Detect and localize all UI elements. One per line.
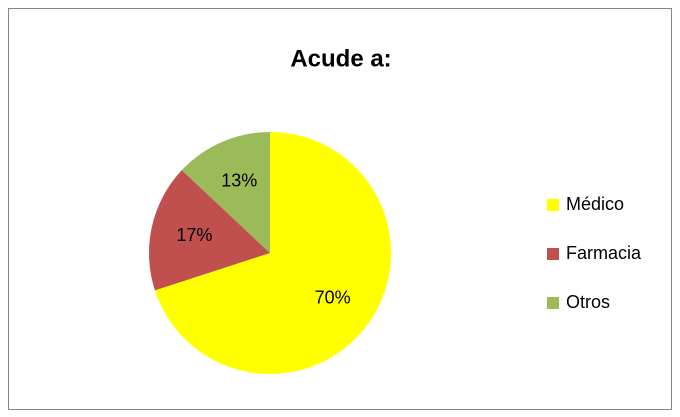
- data-label: 13%: [221, 171, 257, 191]
- pie-slice: [154, 132, 391, 374]
- legend-swatch: [547, 248, 559, 260]
- legend-label: Farmacia: [566, 243, 642, 263]
- pie-slice: [149, 170, 270, 291]
- pie-slice: [181, 132, 270, 253]
- legend-label: Otros: [566, 292, 610, 312]
- chart-title: Acude a:: [290, 45, 391, 72]
- data-label: 70%: [315, 287, 351, 307]
- data-label: 17%: [176, 225, 212, 245]
- legend-label: Médico: [566, 194, 624, 214]
- legend-swatch: [547, 297, 559, 309]
- legend-swatch: [547, 199, 559, 211]
